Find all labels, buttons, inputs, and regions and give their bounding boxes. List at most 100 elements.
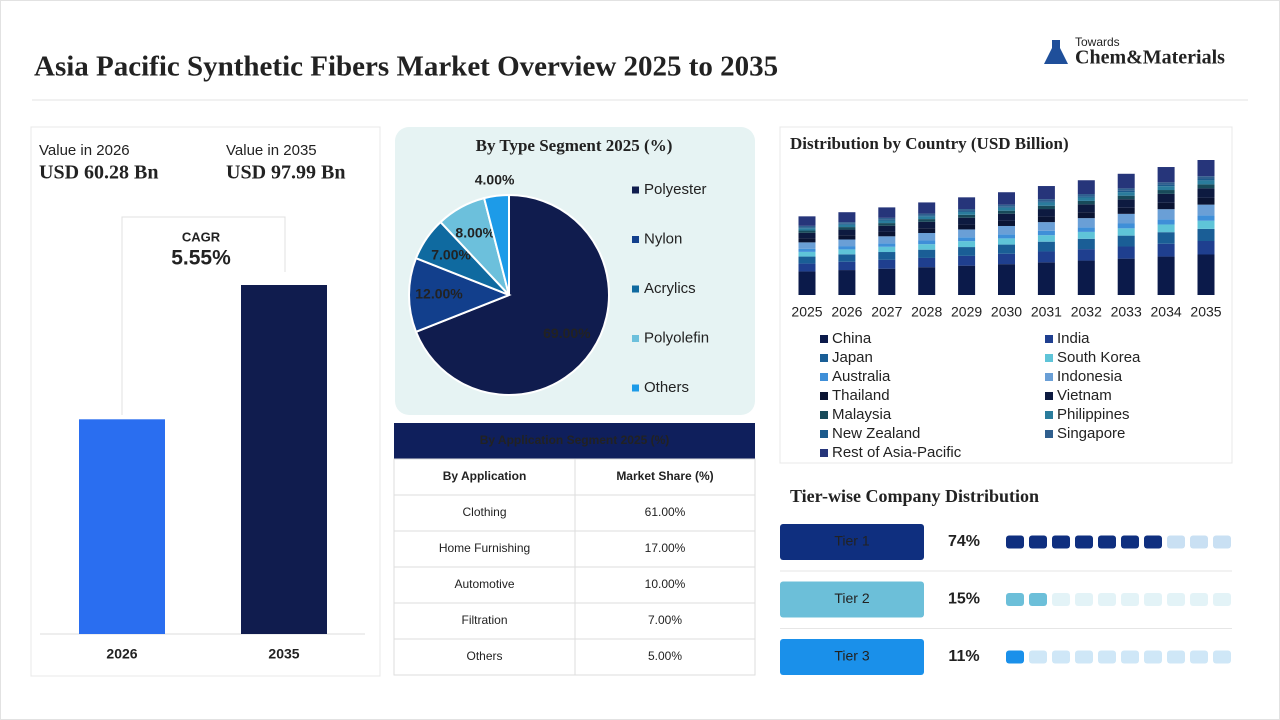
bar-segment xyxy=(1117,190,1135,193)
bar-segment xyxy=(798,232,816,239)
x-tick-label: 2030 xyxy=(991,304,1022,320)
bar-segment xyxy=(918,215,936,217)
bar-segment xyxy=(958,210,976,212)
legend-swatch xyxy=(632,384,639,392)
x-tick-label: 2032 xyxy=(1071,304,1102,320)
bar-segment xyxy=(1157,186,1175,191)
bar-segment xyxy=(878,220,896,224)
x-tick-label: 2027 xyxy=(871,304,902,320)
bar-segment xyxy=(918,240,936,245)
bar-segment xyxy=(958,241,976,248)
bar-segment xyxy=(1037,251,1055,263)
bar-segment xyxy=(1157,243,1175,257)
bar-segment xyxy=(798,251,816,257)
bar-segment xyxy=(1157,190,1175,194)
x-tick-label: 2026 xyxy=(106,646,137,662)
logo: Towards Chem&Materials xyxy=(1044,35,1225,69)
bar-segment xyxy=(878,252,896,260)
legend-label: Japan xyxy=(832,349,873,366)
tier-dot-filled xyxy=(1098,535,1116,549)
bar-segment xyxy=(1197,228,1215,241)
bar-segment xyxy=(798,225,816,228)
x-tick-label: 2034 xyxy=(1151,304,1182,320)
bar-segment xyxy=(918,267,936,295)
slice-label: 7.00% xyxy=(431,246,471,262)
x-tick-label: 2035 xyxy=(1190,304,1221,320)
tier-dot-empty xyxy=(1167,593,1185,606)
table-title: By Application Segment 2025 (%) xyxy=(480,433,670,447)
bar-segment xyxy=(798,248,816,252)
tier-dot-empty xyxy=(1052,593,1070,606)
bar-segment xyxy=(798,238,816,243)
tier-label: Tier 1 xyxy=(834,533,869,549)
legend-label: China xyxy=(832,330,872,347)
bar-segment xyxy=(958,265,976,295)
bar-segment xyxy=(998,192,1015,205)
bar-segment xyxy=(1117,258,1135,295)
tier-dot-empty xyxy=(1121,650,1139,664)
bar-segment xyxy=(1197,215,1215,221)
legend-label: Singapore xyxy=(1057,425,1125,442)
bar-segment xyxy=(1117,235,1135,247)
table-cell: Filtration xyxy=(461,613,507,627)
tier-dot-filled xyxy=(1006,593,1024,606)
bar-segment xyxy=(918,216,936,220)
table-cell: 61.00% xyxy=(645,505,686,519)
bar-segment xyxy=(1197,220,1215,229)
bar-segment xyxy=(838,239,856,247)
bar-segment xyxy=(1077,227,1095,232)
bar-segment xyxy=(958,217,976,225)
table-cell: Home Furnishing xyxy=(439,541,530,555)
bar-segment xyxy=(1117,188,1135,191)
legend-swatch xyxy=(820,449,828,457)
tier-badge xyxy=(780,524,924,560)
slice-label: 8.00% xyxy=(455,224,495,240)
bar-segment xyxy=(838,229,856,236)
bar-segment xyxy=(878,236,896,244)
legend-label: Rest of Asia-Pacific xyxy=(832,444,962,461)
table-header-cell: By Application xyxy=(443,469,527,483)
legend-label: India xyxy=(1057,330,1090,347)
bar-segment xyxy=(998,207,1015,211)
tier-dot-empty xyxy=(1213,535,1231,549)
bar-segment xyxy=(798,242,816,249)
tier-dot-filled xyxy=(1006,535,1024,549)
tier-dot-filled xyxy=(1144,535,1162,549)
legend-label: Nylon xyxy=(644,230,682,247)
bar-segment xyxy=(1157,184,1175,187)
bar-segment xyxy=(1117,192,1135,196)
bar-segment xyxy=(998,204,1015,207)
bar-segment xyxy=(1037,222,1055,231)
bar-segment xyxy=(918,213,936,216)
bar-segment xyxy=(958,255,976,266)
bar-segment xyxy=(1077,196,1095,198)
bar-segment xyxy=(878,243,896,247)
bar-segment xyxy=(878,246,896,253)
bar-segment xyxy=(798,227,816,229)
tier-dot-empty xyxy=(1075,650,1093,664)
bar-segment xyxy=(838,235,856,240)
tier-value: 15% xyxy=(948,591,980,608)
tier-dot-filled xyxy=(1006,650,1024,664)
table-header-cell: Market Share (%) xyxy=(616,469,713,483)
legend-label: Polyester xyxy=(644,181,707,198)
bar-segment xyxy=(1117,207,1135,214)
tier-dot-empty xyxy=(1075,593,1093,606)
logo-top: Towards xyxy=(1075,35,1120,49)
bar-segment xyxy=(1197,176,1215,180)
legend-label: Others xyxy=(644,379,689,396)
tier-dot-empty xyxy=(1144,650,1162,664)
legend-swatch xyxy=(820,354,828,362)
bar-segment xyxy=(838,227,856,230)
bar-segment xyxy=(838,222,856,224)
bar-segment xyxy=(1037,262,1055,295)
bar-segment xyxy=(918,233,936,241)
bar-segment xyxy=(1077,249,1095,261)
bar-segment xyxy=(878,268,896,295)
pie-title: By Type Segment 2025 (%) xyxy=(476,136,673,155)
bar-segment xyxy=(918,219,936,222)
logo-main: Chem&Materials xyxy=(1075,47,1225,69)
legend-swatch xyxy=(1045,373,1053,381)
bar xyxy=(79,419,165,634)
legend-swatch xyxy=(1045,430,1053,438)
